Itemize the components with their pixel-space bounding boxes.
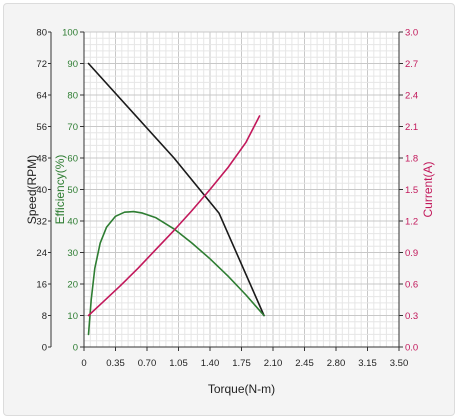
current-tick-label: 1.8 (405, 154, 418, 165)
speed-axis-title: Speed(RPM) (25, 155, 39, 224)
x-tick-label: 3.15 (358, 358, 377, 369)
efficiency-tick-label: 20 (67, 280, 78, 291)
efficiency-tick-label: 80 (67, 91, 78, 102)
x-axis-title: Torque(N-m) (208, 382, 275, 396)
speed-tick-label: 32 (36, 217, 47, 228)
efficiency-tick-label: 30 (67, 248, 78, 259)
speed-tick-label: 56 (36, 122, 47, 133)
x-tick-label: 2.10 (264, 358, 283, 369)
speed-tick-label: 80 (36, 28, 47, 39)
x-tick-label: 1.40 (201, 358, 220, 369)
efficiency-tick-label: 10 (67, 311, 78, 322)
x-tick-label: 0 (81, 358, 86, 369)
efficiency-tick-label: 40 (67, 217, 78, 228)
efficiency-tick-label: 70 (67, 122, 78, 133)
x-tick-label: 1.75 (232, 358, 251, 369)
x-tick-label: 3.50 (390, 358, 409, 369)
current-tick-label: 3.0 (405, 28, 418, 39)
speed-tick-label: 40 (36, 185, 47, 196)
current-axis-title: Current(A) (421, 161, 435, 217)
current-tick-label: 0.9 (405, 248, 418, 259)
current-tick-label: 2.7 (405, 59, 418, 70)
x-tick-label: 0.35 (106, 358, 125, 369)
current-tick-label: 1.5 (405, 185, 418, 196)
current-tick-label: 2.1 (405, 122, 418, 133)
speed-tick-label: 16 (36, 280, 47, 291)
speed-tick-label: 72 (36, 59, 47, 70)
speed-curve (87, 62, 265, 317)
current-tick-label: 0.6 (405, 280, 418, 291)
x-tick-label: 2.80 (327, 358, 346, 369)
efficiency-curve (87, 210, 265, 336)
speed-tick-label: 24 (36, 248, 47, 259)
efficiency-tick-label: 50 (67, 185, 78, 196)
x-tick-label: 0.70 (138, 358, 157, 369)
efficiency-axis-title: Efficiency(%) (53, 155, 67, 225)
current-tick-label: 2.4 (405, 91, 418, 102)
speed-tick-label: 8 (42, 311, 47, 322)
speed-tick-label: 64 (36, 91, 47, 102)
efficiency-tick-label: 0 (73, 343, 78, 354)
current-tick-label: 1.2 (405, 217, 418, 228)
efficiency-tick-label: 100 (62, 28, 78, 39)
current-tick-label: 0.3 (405, 311, 418, 322)
speed-tick-label: 48 (36, 154, 47, 165)
current-tick-label: 0.0 (405, 343, 418, 354)
speed-tick-label: 0 (42, 343, 47, 354)
x-tick-label: 2.45 (295, 358, 314, 369)
x-tick-label: 1.05 (169, 358, 188, 369)
efficiency-tick-label: 60 (67, 154, 78, 165)
efficiency-tick-label: 90 (67, 59, 78, 70)
current-curve (87, 115, 261, 317)
